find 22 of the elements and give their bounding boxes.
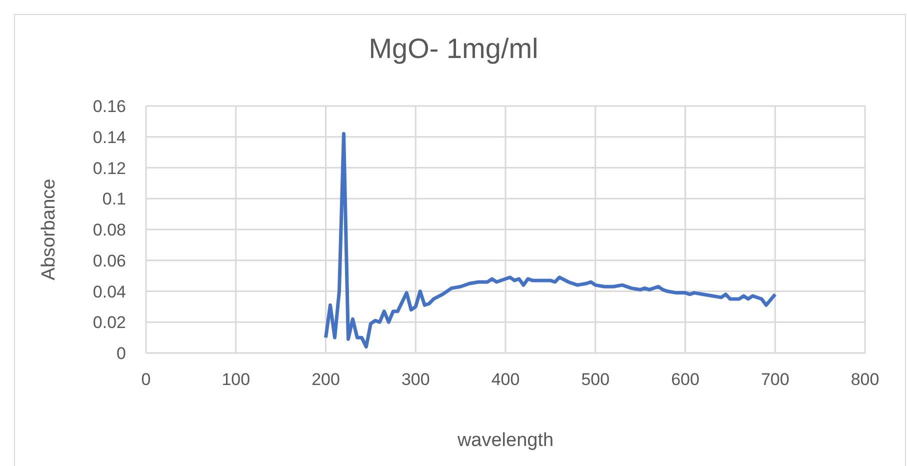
x-tick-label: 800 <box>850 370 880 390</box>
x-tick-label: 400 <box>491 370 520 390</box>
x-tick-label: 0 <box>141 370 151 390</box>
x-tick-label: 100 <box>222 370 250 390</box>
x-tick-label: 500 <box>581 370 610 390</box>
x-tick-label: 300 <box>401 370 430 390</box>
x-tick-label: 600 <box>671 370 700 390</box>
line-series <box>324 132 777 349</box>
y-tick-label: 0.04 <box>92 282 126 302</box>
y-tick-label: 0.1 <box>102 190 126 209</box>
x-tick-label: 200 <box>312 370 340 390</box>
y-tick-label: 0.06 <box>92 251 126 270</box>
chart-title: MgO- 1mg/ml <box>368 33 540 65</box>
y-tick-label: 0.16 <box>92 97 126 116</box>
y-tick-label: 0.02 <box>92 313 126 332</box>
x-tick-label: 700 <box>760 370 790 390</box>
y-axis-title: Absorbance <box>38 178 60 280</box>
y-tick-label: 0.14 <box>92 128 126 147</box>
y-tick-label: 0.08 <box>92 220 126 240</box>
y-tick-label: 0 <box>116 344 126 364</box>
x-axis-title: wavelength <box>456 430 554 451</box>
y-tick-label: 0.12 <box>92 158 126 178</box>
